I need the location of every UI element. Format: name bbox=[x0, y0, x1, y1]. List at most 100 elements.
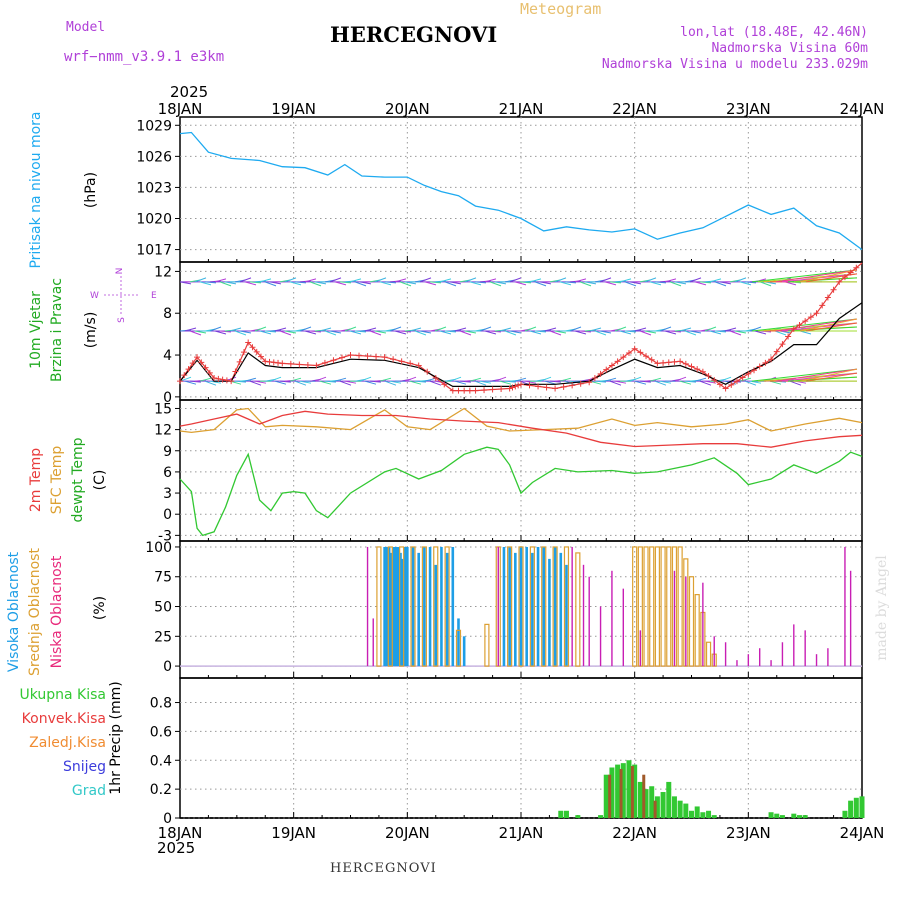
wind-gust-marker bbox=[177, 378, 183, 385]
wind-gust-marker bbox=[552, 385, 559, 392]
wind-barb bbox=[319, 380, 332, 385]
wind-gust-marker bbox=[608, 362, 615, 369]
wind-barb bbox=[459, 380, 472, 383]
wind-barb bbox=[564, 281, 577, 284]
wind-barb bbox=[464, 330, 477, 334]
precip-bar-total bbox=[711, 815, 717, 818]
wind-barb bbox=[199, 377, 212, 382]
wind-gust-marker bbox=[194, 354, 201, 361]
pressure-ytick-label: 1020 bbox=[136, 212, 172, 228]
footer-station: HERCEGNOVI bbox=[330, 861, 437, 876]
wind-barb bbox=[539, 376, 552, 382]
wind-gust-marker bbox=[211, 375, 218, 382]
wind-barb bbox=[349, 278, 362, 283]
wind-barb bbox=[654, 380, 667, 386]
wind-gust-marker bbox=[185, 366, 192, 373]
wind-barb bbox=[574, 278, 587, 283]
precip-bar-total bbox=[626, 760, 632, 818]
clouds-ytick-label: 100 bbox=[145, 540, 172, 556]
precipitation-ytick-label: 0.8 bbox=[150, 696, 172, 712]
wind-barb bbox=[419, 330, 432, 334]
cloud-bar-mid bbox=[688, 576, 695, 667]
precip-bar-total bbox=[598, 815, 604, 818]
wind-gust-marker bbox=[515, 382, 522, 389]
wind-barb bbox=[449, 281, 462, 285]
x-tick-label-bottom: 19JAN bbox=[271, 824, 316, 842]
wind-barb bbox=[589, 327, 602, 332]
wind-gust-marker bbox=[819, 302, 826, 309]
wind-barb bbox=[629, 376, 642, 382]
wind-barb bbox=[679, 380, 692, 385]
precip-bar-convective bbox=[642, 774, 646, 818]
wind-barb bbox=[734, 330, 747, 334]
wind-gust-marker bbox=[257, 353, 264, 360]
wind-barb bbox=[404, 281, 417, 285]
wind-barb bbox=[649, 281, 662, 286]
wind-barb bbox=[429, 380, 442, 386]
precip-bar-total bbox=[779, 815, 785, 818]
wind-barb bbox=[364, 327, 377, 332]
wind-gust-marker bbox=[266, 358, 273, 365]
wind-barb bbox=[579, 330, 592, 333]
wind-barb-strong bbox=[787, 376, 858, 382]
wind-barb-strong bbox=[799, 318, 858, 332]
wind-gust-marker bbox=[790, 325, 797, 332]
wind-barb bbox=[689, 330, 702, 334]
wind-gust-marker bbox=[245, 339, 252, 346]
wind-barb bbox=[409, 327, 422, 332]
precip-bar-total bbox=[706, 810, 712, 818]
wind-barb bbox=[504, 330, 517, 336]
wind-barb bbox=[274, 327, 287, 332]
cloud-bar-mid bbox=[694, 594, 700, 667]
wind-barb bbox=[194, 277, 207, 283]
wind-gust-marker bbox=[236, 358, 243, 365]
wind-gust-marker bbox=[270, 359, 277, 366]
wind-barb bbox=[754, 330, 767, 335]
wind-barb bbox=[704, 326, 717, 332]
wind-barb bbox=[709, 330, 722, 335]
wind-barb bbox=[394, 278, 407, 283]
wind-barb bbox=[374, 330, 387, 334]
2m-temp-line bbox=[179, 410, 863, 448]
wind-gust-marker bbox=[287, 360, 294, 367]
cloud-bar-mid bbox=[518, 546, 524, 667]
pressure-ytick-label: 1017 bbox=[136, 243, 172, 259]
wind-barb bbox=[334, 281, 347, 286]
wind-barb-strong bbox=[787, 326, 858, 332]
model-elevation-label: Nadmorska Visina u modelu 233.029m bbox=[601, 57, 868, 72]
wind-barb bbox=[369, 330, 382, 336]
wind-ytick-label: 8 bbox=[163, 306, 172, 322]
cloud-bar-mid bbox=[455, 629, 462, 667]
wind-barb-strong bbox=[787, 277, 858, 283]
wind-barb bbox=[384, 380, 397, 386]
wind-barb bbox=[414, 380, 427, 383]
clouds-ytick-label: 0 bbox=[163, 659, 172, 675]
wind-barb bbox=[249, 281, 262, 284]
wind-gust-marker bbox=[356, 352, 363, 359]
cloud-bar-mid bbox=[705, 641, 712, 667]
wind-barb bbox=[404, 376, 417, 382]
cloud-bar-mid bbox=[484, 623, 490, 667]
wind-gust-marker bbox=[830, 286, 837, 293]
wind-gust-marker bbox=[415, 362, 422, 369]
wind-gust-marker bbox=[432, 375, 439, 382]
wind-barb bbox=[444, 330, 457, 333]
wind-barb bbox=[339, 380, 352, 386]
precip-bar-total bbox=[859, 796, 865, 818]
precip-bar-total bbox=[842, 810, 848, 818]
wind-barb bbox=[424, 377, 437, 382]
wind-barb bbox=[664, 330, 677, 335]
wind-barb bbox=[329, 330, 342, 334]
x-tick-label-bottom: 22JAN bbox=[612, 824, 657, 842]
wind-barb bbox=[639, 380, 652, 383]
wind-barb bbox=[689, 277, 702, 283]
wind-barb bbox=[229, 327, 242, 332]
wind-barb bbox=[634, 327, 647, 332]
wind-gust-marker bbox=[219, 376, 226, 383]
wind-barb bbox=[264, 330, 277, 333]
wind-barb bbox=[639, 330, 652, 336]
wind-barb bbox=[209, 326, 222, 332]
elevation-label: Nadmorska Visina 60m bbox=[711, 41, 868, 56]
clouds-ylabel-high: Visoka Oblacnost bbox=[6, 551, 22, 672]
wind-barb bbox=[214, 278, 227, 283]
